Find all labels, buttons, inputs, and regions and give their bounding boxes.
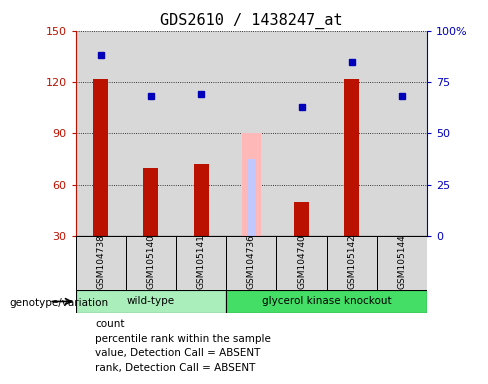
Bar [76, 236, 126, 290]
Title: GDS2610 / 1438247_at: GDS2610 / 1438247_at [160, 13, 343, 29]
Text: rank, Detection Call = ABSENT: rank, Detection Call = ABSENT [95, 363, 256, 373]
Text: GSM105141: GSM105141 [197, 235, 205, 290]
Bar [247, 159, 256, 236]
Bar [76, 290, 226, 313]
Text: GSM105140: GSM105140 [146, 235, 156, 290]
Text: wild-type: wild-type [127, 296, 175, 306]
Bar [176, 236, 226, 290]
Bar [377, 236, 427, 290]
Text: percentile rank within the sample: percentile rank within the sample [95, 334, 271, 344]
Text: count: count [95, 319, 124, 329]
Bar [226, 236, 276, 290]
Text: GSM105144: GSM105144 [397, 235, 407, 289]
Bar [242, 134, 261, 236]
Bar [194, 164, 209, 236]
Text: GSM105142: GSM105142 [347, 235, 356, 289]
Text: value, Detection Call = ABSENT: value, Detection Call = ABSENT [95, 348, 261, 358]
Bar [93, 79, 108, 236]
Text: glycerol kinase knockout: glycerol kinase knockout [262, 296, 391, 306]
Bar [226, 290, 427, 313]
Text: GSM104736: GSM104736 [247, 235, 256, 290]
Text: genotype/variation: genotype/variation [10, 298, 109, 308]
Text: GSM104740: GSM104740 [297, 235, 306, 289]
Bar [126, 236, 176, 290]
Bar [276, 236, 326, 290]
Bar [294, 202, 309, 236]
Text: GSM104738: GSM104738 [96, 235, 105, 290]
Bar [344, 79, 359, 236]
Bar [326, 236, 377, 290]
Bar [143, 168, 159, 236]
